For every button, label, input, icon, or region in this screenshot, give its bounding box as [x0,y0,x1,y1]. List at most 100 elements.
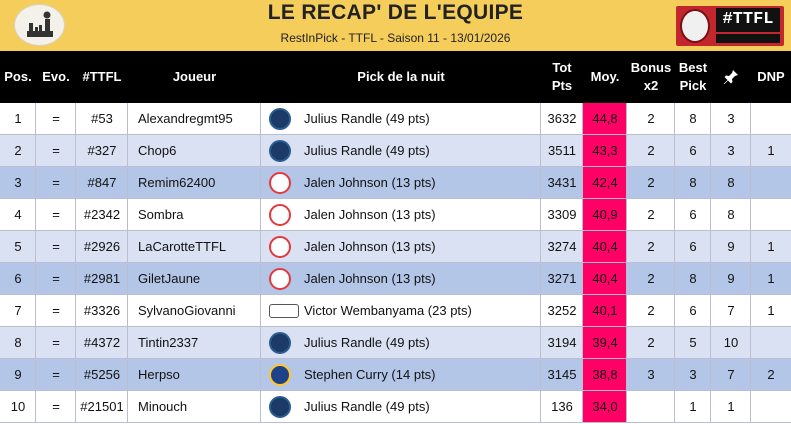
cell-tot: 136 [551,399,573,414]
cell-pos: 8 [14,335,22,350]
cell-ttfl: #3326 [83,303,121,318]
cell-dnp [751,327,791,358]
table-row: 7 = #3326 SylvanoGiovanni Victor Wembanyama … [0,295,791,327]
cell-divider [626,103,627,134]
cell-divider [626,263,627,294]
cell-divider [750,167,751,198]
cell-evo: = [52,143,60,158]
cell-divider [127,391,128,422]
cell-ttfl: #21501 [80,399,124,414]
pick-name: Julius Randle (49 pts) [304,335,430,350]
cell-pinned: 7 [727,367,735,382]
cell-divider [260,231,261,262]
cell-divider [540,391,541,422]
cell-evo: = [52,239,60,254]
col-joueur: Joueur [172,69,217,84]
col-tot: Tot Pts [551,60,573,93]
table-row: 1 = #53 Alexandregmt95 Julius Randle (49 pts… [0,103,791,135]
cell-pos: 7 [14,303,22,318]
cell-ttfl: #53 [91,111,113,126]
cell-divider [260,263,261,294]
cell-ttfl: #2926 [83,239,121,254]
table-row: 5 = #2926 LaCarotteTTFL Jalen Johnson (13 pt… [0,231,791,263]
cell-divider [75,295,76,326]
team-atl-icon [269,203,291,226]
pin-icon [724,70,738,84]
cell-moy: 40,9 [583,199,627,230]
cell-divider [75,391,76,422]
team-atl-icon [269,171,291,194]
cell-divider [75,167,76,198]
cell-pos: 2 [14,143,22,158]
cell-divider [75,327,76,358]
cell-divider [710,327,711,358]
cell-divider [710,295,711,326]
table-row: 10 = #21501 Minouch Julius Randle (49 pts) 13… [0,391,791,423]
cell-moy: 40,4 [583,263,627,294]
cell-divider [626,199,627,230]
cell-pick: Jalen Johnson (13 pts) [261,263,541,294]
cell-divider [750,135,751,166]
cell-divider [710,167,711,198]
cell-divider [674,199,675,230]
cell-divider [35,103,36,134]
cell-divider [260,391,261,422]
cell-pick: Jalen Johnson (13 pts) [261,167,541,198]
cell-divider [582,359,583,390]
cell-divider [75,199,76,230]
cell-joueur: Chop6 [138,143,177,158]
cell-best: 6 [689,303,697,318]
cell-divider [674,295,675,326]
cell-evo: = [52,335,60,350]
cell-divider [260,103,261,134]
cell-divider [35,359,36,390]
cell-pick: Jalen Johnson (13 pts) [261,199,541,230]
ttfl-logo-text: #TTFL [716,8,780,32]
cell-divider [710,391,711,422]
cell-dnp: 1 [767,303,775,318]
cell-joueur: Remim62400 [138,175,216,190]
cell-divider [582,231,583,262]
cell-pos: 10 [10,399,26,414]
cell-tot: 3274 [547,239,577,254]
cell-moy: 43,3 [583,135,627,166]
cell-dnp [751,391,791,422]
cell-ttfl: #4372 [83,335,121,350]
cell-pinned: 8 [727,207,735,222]
cell-best: 3 [689,367,697,382]
pick-name: Jalen Johnson (13 pts) [304,239,436,254]
cell-tot: 3271 [547,271,577,286]
cell-pos: 1 [14,111,22,126]
team-min-icon [269,139,291,162]
cell-divider [540,263,541,294]
cell-divider [35,135,36,166]
cell-joueur: LaCarotteTTFL [138,239,227,254]
cell-best: 8 [689,271,697,286]
cell-evo: = [52,111,60,126]
cell-tot: 3252 [547,303,577,318]
cell-tot: 3145 [547,367,577,382]
cell-divider [260,135,261,166]
cell-divider [750,231,751,262]
cell-ttfl: #5256 [83,367,121,382]
cell-divider [674,263,675,294]
col-moy: Moy. [590,69,620,84]
cell-divider [674,135,675,166]
cell-pick: Julius Randle (49 pts) [261,327,541,358]
pick-name: Victor Wembanyama (23 pts) [304,303,472,318]
cell-evo: = [52,399,60,414]
cell-dnp: 1 [767,271,775,286]
cell-tot: 3431 [547,175,577,190]
cell-divider [626,295,627,326]
cell-bonus: 2 [647,111,655,126]
cell-divider [750,391,751,422]
team-min-icon [269,107,291,130]
cell-divider [540,359,541,390]
table-row: 6 = #2981 GiletJaune Jalen Johnson (13 pts) 3… [0,263,791,295]
cell-joueur: Alexandregmt95 [138,111,233,126]
col-pinned [711,51,751,103]
cell-divider [35,295,36,326]
cell-divider [710,199,711,230]
cell-divider [260,327,261,358]
pick-name: Julius Randle (49 pts) [304,399,430,414]
